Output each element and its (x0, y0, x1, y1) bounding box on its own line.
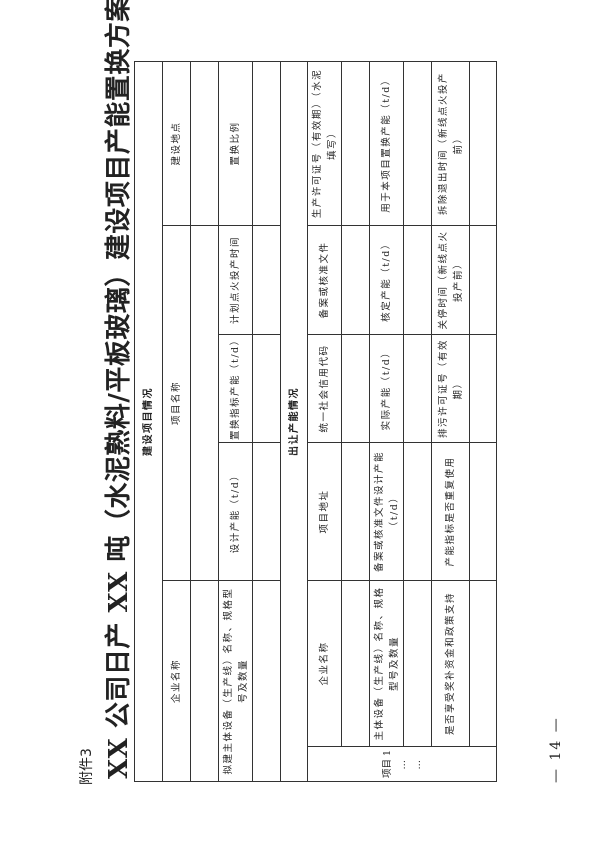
value-cell[interactable] (469, 61, 497, 226)
project-ellipsis: … (411, 758, 423, 770)
project-label-cell: 项目 1 … … (307, 746, 497, 782)
capacity-replacement-table: 建设项目情况 企业名称 项目名称 建设地点 拟建主体设备（生产线）名称、规格型号… (134, 61, 497, 782)
value-cell[interactable] (403, 225, 432, 335)
value-cell[interactable] (252, 334, 281, 443)
label-project-name: 项目名称 (162, 225, 191, 581)
value-cell[interactable] (252, 442, 281, 581)
label-subsidy-support: 是否享受奖补资金和政策支持 (431, 580, 470, 747)
value-cell[interactable] (403, 442, 432, 581)
label-main-equipment: 拟建主体设备（生产线）名称、规格型号及数量 (218, 580, 253, 782)
label-replacement-capacity: 置换指标产能（t/d） (218, 334, 253, 443)
label-planned-ignition-time: 计划点火投产时间 (218, 225, 253, 335)
label-quota-reuse: 产能指标是否重复使用 (431, 442, 470, 581)
value-cell[interactable] (469, 580, 497, 747)
value-cell[interactable] (469, 334, 497, 443)
value-cell[interactable] (403, 334, 432, 443)
value-cell[interactable] (341, 442, 370, 581)
label-approved-design-capacity: 备案或核准文件设计产能（t/d） (369, 442, 404, 581)
project-ellipsis: … (396, 758, 408, 770)
label-enterprise-name: 企业名称 (162, 580, 191, 782)
label-construction-site: 建设地点 (162, 61, 191, 226)
value-cell[interactable] (341, 580, 370, 747)
section-heading-construction: 建设项目情况 (134, 61, 163, 782)
value-cell[interactable] (252, 61, 281, 226)
label-project-address: 项目地址 (307, 442, 342, 581)
page-number: — 14 — (548, 716, 564, 783)
label-credit-code: 统一社会信用代码 (307, 334, 342, 443)
page-title: XX 公司日产 XX 吨（水泥熟料/平板玻璃）建设项目产能置换方案 (104, 0, 134, 779)
label-production-license: 生产许可证号（有效期）（水泥填写） (307, 61, 342, 226)
label-capacity-for-project: 用于本项目置换产能（t/d） (369, 61, 404, 226)
value-cell[interactable] (341, 61, 370, 226)
value-cell[interactable] (252, 225, 281, 335)
label-shutdown-time: 关停时间（新线点火投产前） (431, 225, 470, 335)
value-cell[interactable] (341, 334, 370, 443)
value-cell[interactable] (403, 61, 432, 226)
label-approval-document: 备案或核准文件 (307, 225, 342, 335)
label-replacement-ratio: 置换比例 (218, 61, 253, 226)
label-discharge-permit: 排污许可证号（有效期） (431, 334, 470, 443)
value-cell[interactable] (341, 225, 370, 335)
value-cell[interactable] (469, 225, 497, 335)
annex-label: 附件3 (79, 748, 95, 785)
value-cell[interactable] (190, 225, 219, 581)
label-enterprise-name: 企业名称 (307, 580, 342, 747)
label-demolition-time: 拆除退出时间（新线点火投产前） (431, 61, 470, 226)
value-cell[interactable] (190, 61, 219, 226)
project-label: 项目 1 (381, 749, 393, 779)
value-cell[interactable] (469, 442, 497, 581)
value-cell[interactable] (403, 580, 432, 747)
label-verified-capacity: 核定产能（t/d） (369, 225, 404, 335)
label-main-equipment: 主体设备（生产线）名称、规格型号及数量 (369, 580, 404, 747)
section-heading-transfer: 出让产能情况 (280, 61, 308, 782)
value-cell[interactable] (252, 580, 281, 782)
label-design-capacity: 设计产能（t/d） (218, 442, 253, 581)
value-cell[interactable] (190, 580, 219, 782)
label-actual-capacity: 实际产能（t/d） (369, 334, 404, 443)
